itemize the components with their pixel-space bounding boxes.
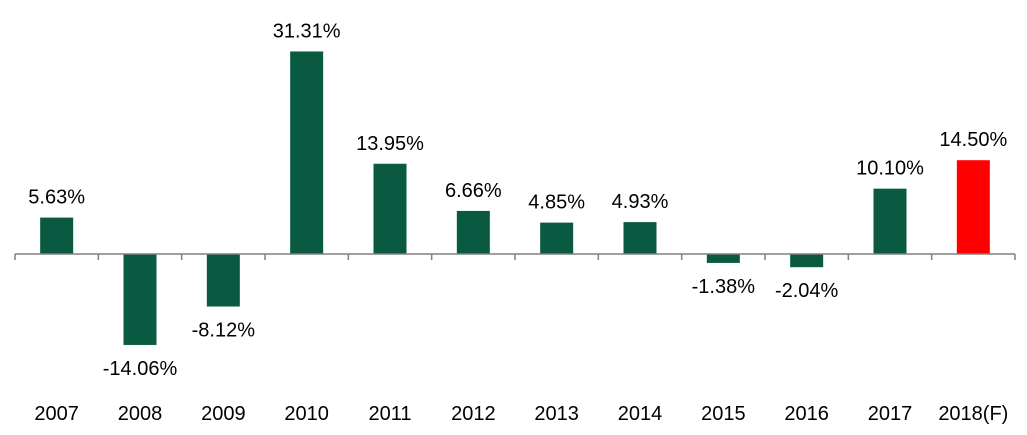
- data-label-2008: -14.06%: [103, 358, 178, 380]
- x-tick-label-2010: 2010: [284, 403, 329, 425]
- data-label-2015: -1.38%: [692, 276, 756, 298]
- x-tick-label-2013: 2013: [534, 403, 579, 425]
- bar-2015: [706, 254, 740, 263]
- data-label-2012: 6.66%: [445, 180, 502, 202]
- x-tick-label-2014: 2014: [618, 403, 663, 425]
- x-tick-label-2007: 2007: [34, 403, 79, 425]
- x-tick-label-2018(F): 2018(F): [938, 403, 1008, 425]
- x-tick-label-2009: 2009: [201, 403, 246, 425]
- bar-2013: [540, 222, 574, 254]
- tick-labels-group: 2007 2008 2009 2010 2011 2012 2013 2014 2015 2016…: [34, 403, 1008, 425]
- x-tick-label-2012: 2012: [451, 403, 496, 425]
- data-label-2016: -2.04%: [775, 280, 839, 302]
- data-label-2009: -8.12%: [192, 320, 256, 342]
- x-tick-label-2016: 2016: [784, 403, 829, 425]
- bar-2011: [373, 163, 407, 254]
- bar-2014: [623, 222, 657, 254]
- data-label-2011: 13.95%: [356, 133, 424, 155]
- data-label-2013: 4.85%: [528, 192, 585, 214]
- bar-2017: [873, 188, 907, 254]
- bar-2010: [290, 51, 324, 254]
- bars-group: [40, 51, 990, 345]
- value-labels-group: 5.63% -14.06% -8.12% 31.31% 13.95% 6.66% 4.85%…: [28, 20, 1007, 379]
- data-label-2007: 5.63%: [28, 187, 85, 209]
- data-label-2010: 31.31%: [273, 20, 341, 42]
- x-tick-label-2015: 2015: [701, 403, 746, 425]
- bar-2018(F): [956, 160, 990, 254]
- bar-2008: [123, 254, 157, 345]
- bar-2007: [40, 217, 74, 254]
- x-axis: [14, 253, 1016, 260]
- data-label-2018(F): 14.50%: [939, 129, 1007, 151]
- x-tick-label-2011: 2011: [368, 403, 411, 425]
- bar-2012: [456, 210, 490, 254]
- bar-2009: [206, 254, 240, 307]
- data-label-2014: 4.93%: [612, 191, 669, 213]
- x-tick-label-2008: 2008: [118, 403, 163, 425]
- data-label-2017: 10.10%: [856, 158, 924, 180]
- x-tick-label-2017: 2017: [868, 403, 913, 425]
- bar-2016: [790, 254, 824, 268]
